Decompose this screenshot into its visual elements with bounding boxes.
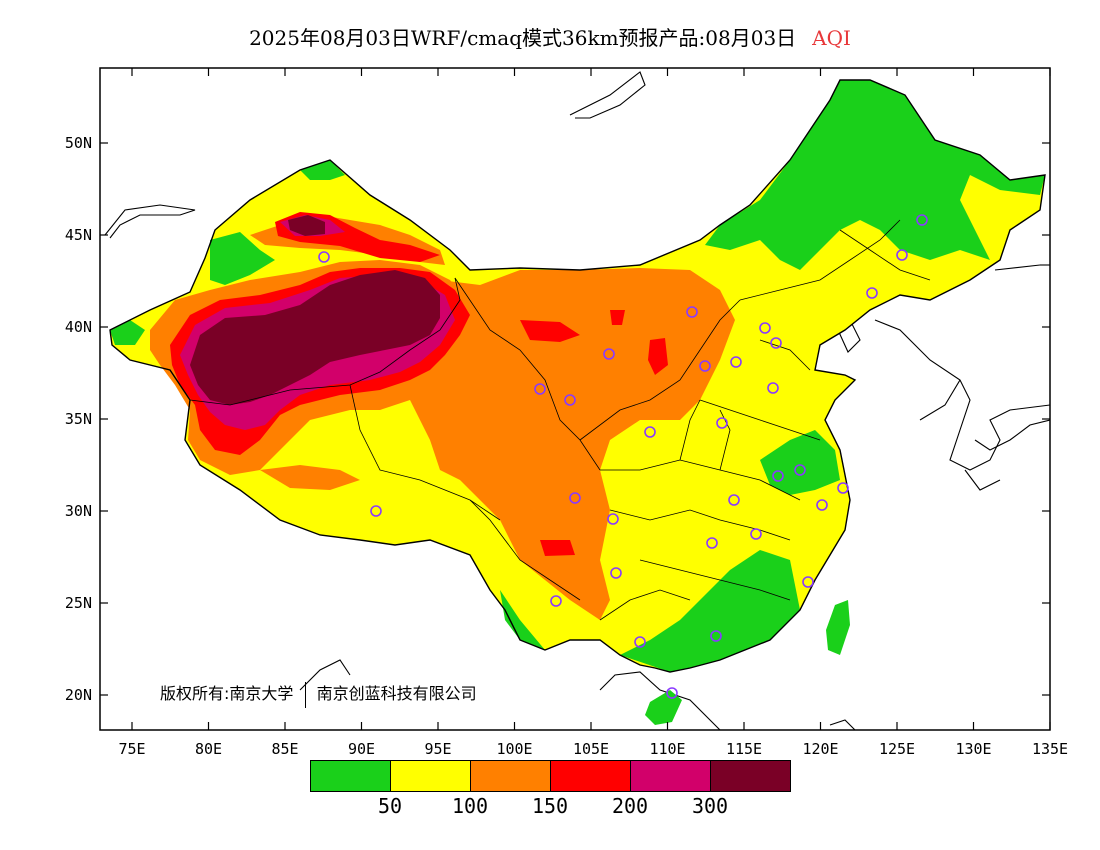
station-marker bbox=[564, 394, 576, 406]
legend-swatch bbox=[710, 760, 791, 792]
x-tick-label: 90E bbox=[348, 740, 375, 758]
x-tick-label: 110E bbox=[649, 740, 685, 758]
x-tick-label: 95E bbox=[424, 740, 451, 758]
region-maroon bbox=[190, 270, 440, 405]
station-marker bbox=[370, 505, 382, 517]
station-marker bbox=[569, 492, 581, 504]
station-marker bbox=[706, 537, 718, 549]
station-marker bbox=[728, 494, 740, 506]
station-marker bbox=[550, 595, 562, 607]
aqi-regions bbox=[110, 80, 1045, 725]
legend-label: 150 bbox=[531, 794, 569, 818]
station-marker bbox=[837, 482, 849, 494]
map-axes: 50N 45N 40N 35N 30N 25N 20N 75E 80E 85E 90E 95E 100E… bbox=[65, 68, 1068, 758]
x-tick-label: 75E bbox=[118, 740, 145, 758]
station-marker bbox=[603, 348, 615, 360]
copyright-right: 南京创蓝科技有限公司 bbox=[316, 684, 477, 703]
x-tick-label: 135E bbox=[1032, 740, 1068, 758]
y-tick-label: 35N bbox=[65, 410, 92, 428]
legend-label: 200 bbox=[611, 794, 649, 818]
region-orange-south-strip bbox=[260, 465, 360, 490]
station-marker bbox=[794, 464, 806, 476]
legend-swatch bbox=[470, 760, 551, 792]
station-marker bbox=[318, 251, 330, 263]
station-marker bbox=[730, 356, 742, 368]
y-tick-label: 20N bbox=[65, 686, 92, 704]
legend-swatch bbox=[630, 760, 711, 792]
x-tick-label: 80E bbox=[195, 740, 222, 758]
region-green-northeast bbox=[705, 80, 1045, 270]
map-frame bbox=[99, 67, 1051, 731]
station-marker bbox=[896, 249, 908, 261]
station-marker bbox=[772, 470, 784, 482]
legend-label: 100 bbox=[451, 794, 489, 818]
station-marker bbox=[866, 287, 878, 299]
province-boundaries bbox=[189, 219, 931, 621]
copyright-left: 版权所有:南京大学 bbox=[160, 684, 294, 703]
region-red-spots bbox=[520, 310, 668, 556]
station-marker bbox=[802, 576, 814, 588]
x-tick-label: 115E bbox=[726, 740, 762, 758]
copyright-notice: 版权所有:南京大学 南京创蓝科技有限公司 bbox=[160, 680, 477, 708]
station-marker bbox=[816, 499, 828, 511]
china-border bbox=[109, 79, 1046, 673]
coastlines bbox=[104, 71, 1050, 730]
y-tick-label: 30N bbox=[65, 502, 92, 520]
x-tick-label: 120E bbox=[802, 740, 838, 758]
station-marker bbox=[534, 383, 546, 395]
station-marker bbox=[767, 382, 779, 394]
title-variable: AQI bbox=[812, 26, 851, 50]
legend-swatch bbox=[310, 760, 391, 792]
station-marker bbox=[610, 567, 622, 579]
station-marker bbox=[710, 630, 722, 642]
station-marker bbox=[716, 417, 728, 429]
region-green-northwest bbox=[110, 160, 345, 345]
station-marker bbox=[916, 214, 928, 226]
legend-label: 50 bbox=[377, 794, 403, 818]
station-marker bbox=[750, 528, 762, 540]
station-marker bbox=[666, 687, 678, 699]
y-tick-label: 40N bbox=[65, 318, 92, 336]
legend-swatch bbox=[390, 760, 471, 792]
station-marker bbox=[644, 426, 656, 438]
x-tick-label: 85E bbox=[271, 740, 298, 758]
station-marker bbox=[699, 360, 711, 372]
title-text: 2025年08月03日WRF/cmaq模式36km预报产品:08月03日 bbox=[249, 26, 797, 50]
station-marker bbox=[759, 322, 771, 334]
x-tick-label: 130E bbox=[955, 740, 991, 758]
region-maroon-north bbox=[288, 215, 325, 236]
station-marker bbox=[634, 636, 646, 648]
region-green-south bbox=[500, 430, 840, 672]
map-content bbox=[104, 71, 1050, 730]
y-tick-label: 25N bbox=[65, 594, 92, 612]
y-tick-label: 45N bbox=[65, 226, 92, 244]
legend-label: 300 bbox=[691, 794, 729, 818]
taiwan-island bbox=[826, 600, 850, 655]
station-markers bbox=[318, 214, 928, 699]
map-title: 2025年08月03日WRF/cmaq模式36km预报产品:08月03日 AQI bbox=[0, 22, 1100, 51]
x-tick-label: 105E bbox=[573, 740, 609, 758]
station-marker bbox=[770, 337, 782, 349]
x-tick-label: 125E bbox=[879, 740, 915, 758]
station-marker bbox=[686, 306, 698, 318]
x-tick-label: 100E bbox=[496, 740, 532, 758]
y-tick-label: 50N bbox=[65, 134, 92, 152]
copyright-divider bbox=[304, 681, 306, 708]
legend-swatch bbox=[550, 760, 631, 792]
station-marker bbox=[607, 513, 619, 525]
